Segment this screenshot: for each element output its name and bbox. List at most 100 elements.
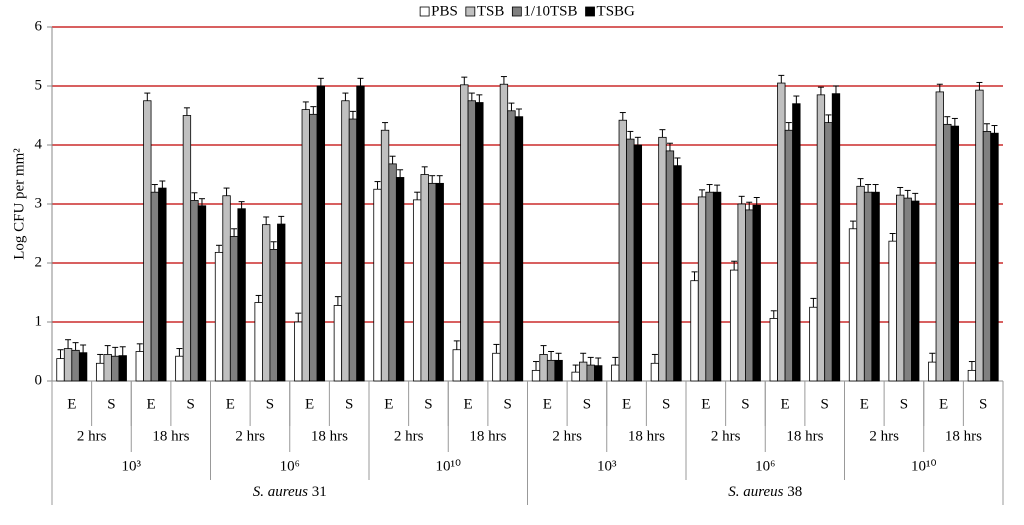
legend-label: PBS <box>431 3 458 19</box>
bar <box>356 85 365 382</box>
bar <box>816 94 826 382</box>
time-label: 2 hrs <box>869 428 899 444</box>
x-tick-label: E <box>543 396 552 412</box>
legend-label: 1/10TSB <box>523 3 577 19</box>
x-tick-label: E <box>622 396 631 412</box>
bar <box>856 185 865 382</box>
bar <box>182 115 192 382</box>
bar <box>475 102 484 382</box>
legend-item: TSB <box>465 3 505 19</box>
x-tick-label: S <box>424 396 432 412</box>
y-tick-label: 6 <box>35 18 43 34</box>
time-label: 2 hrs <box>394 428 424 444</box>
bar <box>111 355 120 382</box>
bar <box>507 110 516 382</box>
x-tick-label: S <box>107 396 115 412</box>
y-tick-label: 5 <box>35 77 43 93</box>
bar <box>341 100 350 382</box>
bar <box>467 100 476 382</box>
bar <box>78 352 88 382</box>
bar <box>380 129 390 382</box>
bar <box>492 352 501 382</box>
bar <box>618 119 627 382</box>
legend-label: TSB <box>477 3 505 19</box>
time-label: 18 hrs <box>311 428 348 444</box>
x-tick-label: E <box>860 396 869 412</box>
time-label: 18 hrs <box>628 428 665 444</box>
strain-label: S. aureus 31 <box>253 484 327 500</box>
bar <box>928 361 937 382</box>
bar <box>309 113 318 382</box>
bar <box>269 249 278 382</box>
bar <box>586 364 595 382</box>
bar <box>262 224 271 382</box>
bar <box>71 349 80 382</box>
bar <box>373 188 382 382</box>
bar <box>611 364 620 382</box>
bar <box>752 204 761 382</box>
bar <box>888 240 897 382</box>
bar <box>190 200 199 382</box>
bar <box>594 365 603 382</box>
bar <box>229 236 239 382</box>
bar <box>784 129 793 382</box>
bar <box>554 359 563 382</box>
bar <box>831 93 841 382</box>
bar <box>705 191 714 382</box>
bar <box>294 321 303 382</box>
bar <box>254 302 263 382</box>
bar <box>395 177 405 382</box>
x-tick-label: E <box>463 396 472 412</box>
legend-swatch <box>585 6 595 17</box>
bar <box>316 85 326 382</box>
bar <box>769 318 778 382</box>
bar <box>809 306 818 382</box>
bar <box>848 228 858 382</box>
bar <box>143 100 152 382</box>
x-tick-label: S <box>187 396 195 412</box>
dose-label: 10³ <box>597 458 617 474</box>
x-tick-label: S <box>345 396 353 412</box>
bar <box>135 351 144 382</box>
bar <box>579 361 588 382</box>
strain-species: S. aureus <box>253 484 308 500</box>
bar <box>571 371 580 382</box>
strain-number: 31 <box>312 484 327 500</box>
strain-number: 38 <box>787 484 802 500</box>
bar <box>737 203 746 382</box>
x-tick-label: S <box>979 396 987 412</box>
bar <box>863 191 873 382</box>
bar <box>777 82 786 382</box>
time-label: 2 hrs <box>711 428 741 444</box>
bar <box>175 355 184 382</box>
time-label: 18 hrs <box>152 428 189 444</box>
bar <box>975 89 984 382</box>
x-tick-label: S <box>662 396 670 412</box>
bar <box>63 348 73 382</box>
x-tick-label: S <box>266 396 274 412</box>
x-tick-label: S <box>504 396 512 412</box>
time-label: 2 hrs <box>235 428 265 444</box>
legend-swatch <box>465 6 476 17</box>
time-label: 18 hrs <box>469 428 506 444</box>
bar <box>388 163 397 382</box>
time-label: 18 hrs <box>945 428 982 444</box>
bar <box>729 269 739 382</box>
bar <box>56 358 65 382</box>
bar <box>428 182 437 382</box>
bar <box>896 194 905 382</box>
bar <box>222 195 231 382</box>
bar <box>546 359 556 382</box>
dose-label: 10¹⁰ <box>435 458 461 474</box>
time-label: 18 hrs <box>786 428 823 444</box>
bar <box>792 103 801 382</box>
x-tick-label: E <box>939 396 948 412</box>
strain-species: S. aureus <box>728 484 783 500</box>
x-tick-label: S <box>741 396 749 412</box>
bar <box>745 209 754 382</box>
y-tick-label: 2 <box>35 254 43 270</box>
bar <box>967 369 977 382</box>
bar <box>658 136 667 382</box>
bar <box>911 200 920 382</box>
